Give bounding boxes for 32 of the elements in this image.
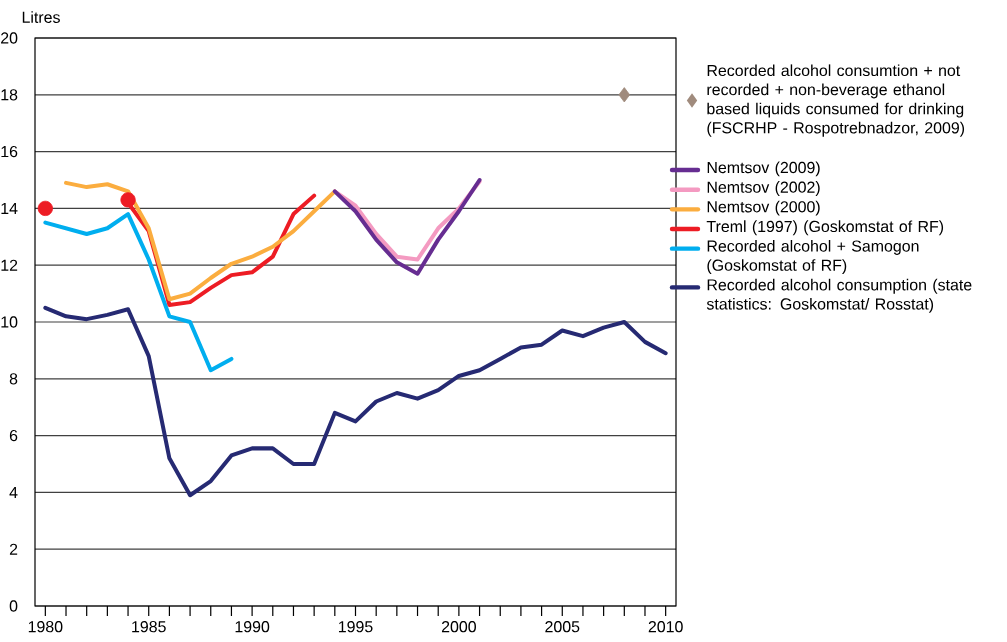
y-tick-label: 12	[1, 259, 18, 271]
x-tick-label: 2000	[441, 621, 476, 633]
y-tick-label: 18	[1, 89, 18, 101]
y-tick-label: 0	[9, 600, 18, 612]
legend-label: Treml (1997) (Goskomstat of RF)	[706, 220, 944, 236]
y-tick-label: 14	[1, 202, 18, 214]
x-tick-label: 1980	[28, 621, 63, 633]
y-tick-label: 8	[9, 373, 18, 385]
y-tick-label: 10	[1, 316, 18, 328]
legend-label: Nemtsov (2000)	[707, 200, 820, 216]
y-tick-label: 4	[9, 486, 18, 498]
legend-label: Recorded alcohol consumption (state statistics: Goskomstat/ Rosstat)	[706, 278, 972, 313]
point	[37, 200, 53, 216]
legend-label: Recorded alcohol + Samogon (Goskomstat of RF)	[707, 240, 919, 275]
line-series	[64, 180, 337, 302]
x-tick-label: 1990	[235, 621, 270, 633]
x-tick-label: 2005	[545, 621, 580, 633]
y-tick-label: 2	[9, 543, 18, 555]
y-tick-label: 20	[1, 32, 18, 44]
x-tick-label: 2010	[648, 621, 683, 633]
x-tick-label: 1985	[132, 621, 166, 633]
y-axis-title: Litres	[22, 11, 60, 23]
legend-label: Nemtsov (2009)	[707, 161, 820, 177]
point	[120, 192, 136, 208]
y-tick-label: 6	[9, 429, 18, 442]
legend-label: Recorded alcohol consumtion + not recorded + non-beverage ethanol based liquids consumed for drinking (FSCRHP - Rospotrebnadzor, 2009)	[707, 64, 965, 137]
line-series	[43, 305, 668, 498]
x-tick-label: 1995	[338, 621, 373, 633]
y-tick-label: 16	[1, 145, 18, 158]
point	[618, 87, 631, 103]
legend-label: Nemtsov (2002)	[707, 181, 820, 196]
line-series	[332, 177, 482, 276]
